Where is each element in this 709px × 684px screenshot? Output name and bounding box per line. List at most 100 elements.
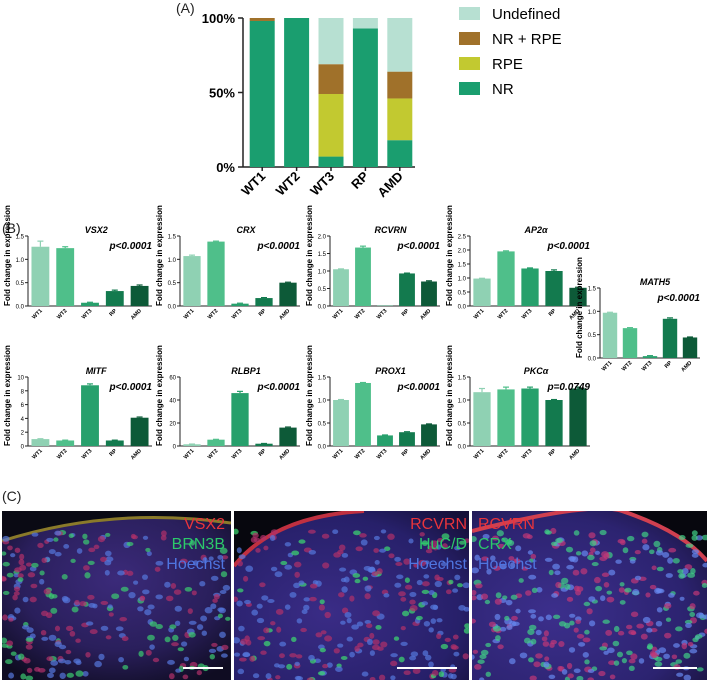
bar <box>602 312 618 358</box>
cell-nucleus <box>628 658 636 664</box>
cell-nucleus <box>462 582 469 589</box>
cell-nucleus <box>193 560 199 566</box>
micrograph-image <box>234 511 469 680</box>
cell-nucleus <box>630 611 639 618</box>
cell-nucleus <box>472 589 477 596</box>
bar <box>473 392 491 446</box>
cell-nucleus <box>27 572 36 578</box>
cell-nucleus <box>332 529 339 535</box>
y-tick-label: 0.0 <box>588 357 597 363</box>
cell-nucleus <box>170 582 177 589</box>
cell-nucleus <box>126 541 134 547</box>
cell-nucleus <box>491 535 499 541</box>
cell-nucleus <box>280 560 288 566</box>
y-tick-label: 0.5 <box>16 281 25 287</box>
cell-nucleus <box>65 649 72 655</box>
cell-nucleus <box>315 632 323 638</box>
cell-nucleus <box>681 642 688 650</box>
cell-nucleus <box>249 655 256 662</box>
cell-nucleus <box>369 632 375 639</box>
cell-nucleus <box>380 641 388 648</box>
cell-nucleus <box>665 617 672 622</box>
cell-nucleus <box>675 626 683 632</box>
cell-nucleus <box>529 558 535 563</box>
cell-nucleus <box>651 565 657 571</box>
cell-nucleus <box>88 547 96 553</box>
cell-nucleus <box>634 549 641 555</box>
cell-nucleus <box>656 566 664 572</box>
gene-title: MATH5 <box>640 277 671 287</box>
cell-nucleus <box>253 537 261 543</box>
x-tick-label: AMD <box>130 448 143 461</box>
cell-nucleus <box>704 628 707 634</box>
p-value-label: p<0.0001 <box>108 382 152 393</box>
cell-nucleus <box>352 573 361 578</box>
cell-nucleus <box>689 611 696 617</box>
cell-nucleus <box>68 533 74 539</box>
cell-nucleus <box>357 642 364 648</box>
y-tick-label: 1.0 <box>318 270 327 276</box>
cell-nucleus <box>128 591 136 599</box>
cell-nucleus <box>371 571 379 577</box>
cell-nucleus <box>242 652 251 658</box>
bar <box>231 393 249 446</box>
legend-label: Undefined <box>492 6 560 23</box>
x-tick-label: WT3 <box>81 448 93 460</box>
gene-title: AP2α <box>523 225 548 235</box>
cell-nucleus <box>2 551 7 556</box>
cell-nucleus <box>252 532 259 539</box>
cell-nucleus <box>655 620 663 627</box>
cell-nucleus <box>338 544 346 551</box>
cell-nucleus <box>237 668 245 675</box>
cell-nucleus <box>421 589 430 595</box>
bar <box>105 440 124 446</box>
cell-nucleus <box>427 545 435 550</box>
cell-nucleus <box>575 551 582 556</box>
cell-nucleus <box>412 668 421 674</box>
cell-nucleus <box>338 592 345 598</box>
cell-nucleus <box>83 565 90 571</box>
cell-nucleus <box>409 599 416 605</box>
cell-nucleus <box>355 546 363 552</box>
cell-nucleus <box>495 592 502 599</box>
cell-nucleus <box>456 583 464 588</box>
cell-nucleus <box>492 625 501 632</box>
cell-nucleus <box>668 547 677 553</box>
cell-nucleus <box>543 661 550 668</box>
cell-nucleus <box>454 545 461 551</box>
stain-label: HuC/D <box>418 536 467 553</box>
cell-nucleus <box>243 575 249 582</box>
x-tick-label: RP <box>664 360 674 370</box>
y-tick-label: 1.5 <box>168 235 177 241</box>
cell-nucleus <box>131 535 138 540</box>
x-tick-label: WT1 <box>332 448 344 460</box>
cell-nucleus <box>622 547 629 554</box>
cell-nucleus <box>651 646 658 652</box>
cell-nucleus <box>600 595 606 602</box>
bar <box>497 389 515 446</box>
cell-nucleus <box>605 629 613 636</box>
cell-nucleus <box>490 555 496 562</box>
cell-nucleus <box>377 646 384 651</box>
cell-nucleus <box>582 637 591 643</box>
cell-nucleus <box>472 654 475 660</box>
cell-nucleus <box>31 562 39 568</box>
cell-nucleus <box>573 530 580 536</box>
mini-chart: Fold change in expression 0.0 0.5 1.0 1.5 WT1… <box>575 257 700 373</box>
cell-nucleus <box>145 649 152 656</box>
cell-nucleus <box>2 577 7 582</box>
cell-nucleus <box>499 626 507 632</box>
cell-nucleus <box>168 673 175 680</box>
gene-title: RCVRN <box>374 225 407 235</box>
cell-nucleus <box>183 656 190 662</box>
bar <box>81 385 99 446</box>
cell-nucleus <box>335 666 343 672</box>
cell-nucleus <box>184 586 193 592</box>
cell-nucleus <box>34 667 41 672</box>
cell-nucleus <box>499 563 507 570</box>
cell-nucleus <box>573 585 580 592</box>
cell-nucleus <box>695 634 703 639</box>
cell-nucleus <box>676 672 684 677</box>
cell-nucleus <box>418 559 427 567</box>
cell-nucleus <box>586 608 593 615</box>
